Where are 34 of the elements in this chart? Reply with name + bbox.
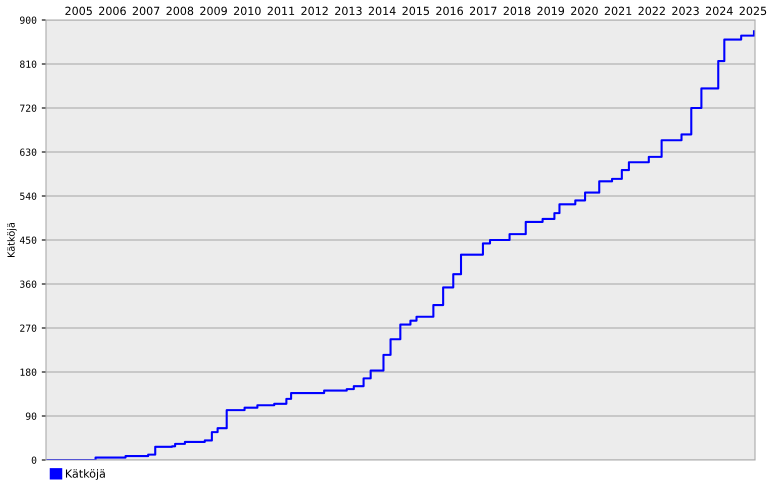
y-tick-label: 450 <box>20 236 36 244</box>
x-tick-label: 2015 <box>402 6 430 16</box>
x-tick-label: 2023 <box>672 6 699 16</box>
x-tick-label: 2012 <box>301 6 328 16</box>
y-tick-label: 720 <box>20 104 36 112</box>
x-tick-label: 2008 <box>166 6 194 16</box>
y-tick-label: 90 <box>26 412 36 420</box>
x-tick-label: 2006 <box>99 6 126 16</box>
x-tick-label: 2007 <box>132 6 160 16</box>
y-tick-label: 360 <box>20 280 36 288</box>
y-tick-label: 810 <box>20 60 36 68</box>
legend-label: Kätköjä <box>66 469 105 480</box>
y-tick-label: 0 <box>32 456 36 464</box>
y-axis-title: Kätköjä <box>7 222 17 257</box>
x-tick-label: 2016 <box>436 6 463 16</box>
x-tick-label: 2014 <box>368 6 396 16</box>
x-tick-label: 2005 <box>65 6 92 16</box>
x-tick-label: 2019 <box>537 6 564 16</box>
y-tick-label: 630 <box>20 148 36 156</box>
x-tick-label: 2025 <box>740 6 766 16</box>
y-tick-label: 270 <box>20 324 36 332</box>
x-tick-label: 2009 <box>200 6 227 16</box>
y-tick-label: 540 <box>20 192 36 200</box>
x-tick-label: 2010 <box>234 6 261 16</box>
x-tick-label: 2022 <box>638 6 665 16</box>
x-tick-label: 2020 <box>571 6 598 16</box>
y-tick-label: 180 <box>20 368 36 376</box>
x-tick-label: 2018 <box>504 6 530 16</box>
x-tick-label: 2011 <box>268 6 294 16</box>
x-tick-label: 2017 <box>470 6 496 16</box>
y-tick-label: 900 <box>20 16 36 24</box>
x-tick-label: 2013 <box>335 6 362 16</box>
x-tick-label: 2021 <box>604 6 632 16</box>
x-tick-label: 2024 <box>706 6 733 16</box>
